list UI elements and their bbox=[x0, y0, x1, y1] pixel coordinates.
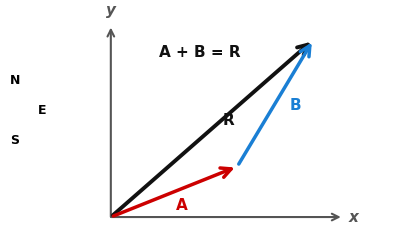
Text: E: E bbox=[38, 104, 46, 117]
Text: A: A bbox=[176, 198, 188, 213]
Text: N: N bbox=[10, 74, 20, 87]
Text: B: B bbox=[289, 98, 301, 113]
Text: y: y bbox=[106, 4, 116, 18]
Text: A + B = R: A + B = R bbox=[158, 45, 240, 60]
Text: x: x bbox=[349, 210, 358, 224]
Text: R: R bbox=[222, 114, 234, 128]
Text: S: S bbox=[10, 133, 19, 147]
